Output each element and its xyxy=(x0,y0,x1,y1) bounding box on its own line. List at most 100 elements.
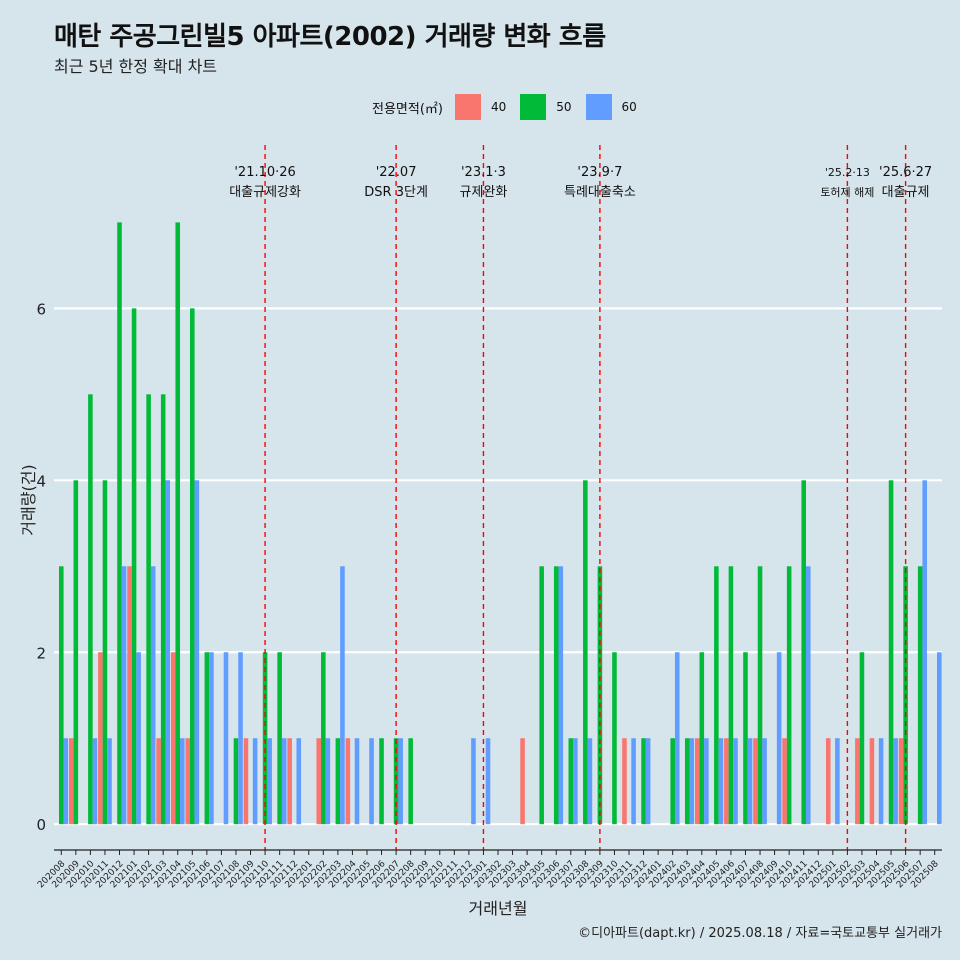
y-tick-label: 4 xyxy=(36,472,46,490)
event-date: '23.9·7 xyxy=(577,165,622,180)
bar-50-202308 xyxy=(583,480,588,825)
bar-60-202103 xyxy=(165,480,171,825)
bar-40-202103 xyxy=(156,738,161,825)
bar-60-202306 xyxy=(558,566,564,825)
event-label: DSR 3단계 xyxy=(364,185,428,200)
bar-50-202405 xyxy=(714,566,719,825)
bar-60-202507 xyxy=(922,480,928,825)
bar-60-202501 xyxy=(835,738,840,825)
bar-40-202105 xyxy=(185,738,191,825)
bar-50-202104 xyxy=(175,222,181,825)
legend-item-60: 60 xyxy=(585,94,637,120)
bar-50-202411 xyxy=(801,480,806,825)
bar-50-202505 xyxy=(888,480,894,825)
bar-60-202402 xyxy=(674,652,680,825)
bar-50-202407 xyxy=(743,652,748,825)
legend-swatch-60 xyxy=(585,94,612,120)
bar-50-202402 xyxy=(670,738,675,825)
bar-60-202411 xyxy=(805,566,811,825)
bar-50-202306 xyxy=(553,566,559,825)
bar-50-202307 xyxy=(568,738,574,825)
bar-40-202109 xyxy=(243,738,249,825)
bar-60-202106 xyxy=(209,652,214,825)
y-tick-label: 2 xyxy=(36,644,46,662)
bar-60-202203 xyxy=(340,566,345,825)
bar-50-202108 xyxy=(233,738,239,825)
bar-50-202408 xyxy=(757,566,763,825)
event-date: '23.1·3 xyxy=(461,165,506,180)
gridlines: 0 2 4 6 xyxy=(36,300,942,834)
bar-40-202311 xyxy=(622,738,627,825)
bar-50-202011 xyxy=(102,480,108,825)
bar-50-202008 xyxy=(58,566,64,825)
bars xyxy=(58,222,942,825)
bar-40-202009 xyxy=(68,738,74,825)
bar-50-202507 xyxy=(917,566,923,825)
bar-40-202503 xyxy=(855,738,860,825)
chart-subtitle: 최근 5년 한정 확대 차트 xyxy=(54,57,218,76)
bar-50-202012 xyxy=(117,222,122,825)
bar-50-202208 xyxy=(408,738,413,825)
bar-60-202102 xyxy=(150,566,156,825)
axes: 2020082020092020102020112020122021012021… xyxy=(36,849,942,890)
legend-title: 전용면적(㎡) xyxy=(372,101,443,117)
bar-60-202504 xyxy=(878,738,884,825)
bar-60-202508 xyxy=(937,652,942,825)
bar-60-202212 xyxy=(471,738,476,825)
bar-60-202010 xyxy=(92,738,98,825)
bar-50-202203 xyxy=(335,738,341,825)
bar-40-202101 xyxy=(127,566,132,825)
bar-60-202307 xyxy=(573,738,578,825)
bar-40-202501 xyxy=(825,738,831,825)
legend-label-60: 60 xyxy=(621,100,637,114)
bar-60-202110 xyxy=(267,738,272,825)
bar-60-202312 xyxy=(645,738,651,825)
bar-60-202505 xyxy=(893,738,898,825)
bar-60-202407 xyxy=(747,738,753,825)
event-label: 대출규제 xyxy=(882,185,930,200)
bar-50-202010 xyxy=(88,394,93,825)
bar-50-202305 xyxy=(539,566,544,825)
bar-40-202506 xyxy=(898,738,904,825)
bar-40-202404 xyxy=(694,738,700,825)
bar-60-202107 xyxy=(223,652,229,825)
bar-40-202408 xyxy=(753,738,758,825)
bar-50-202106 xyxy=(204,652,210,825)
bar-60-202403 xyxy=(689,738,695,825)
bar-50-202101 xyxy=(131,308,137,825)
bar-60-202408 xyxy=(762,738,767,825)
bar-50-202312 xyxy=(641,738,646,825)
bar-60-202301 xyxy=(485,738,491,825)
event-markers: '21.10·26 대출규제강화 '22.07 DSR 3단계 '23.1·3 규제완화 '… xyxy=(229,145,932,850)
bar-50-202403 xyxy=(684,738,690,825)
bar-60-202409 xyxy=(776,652,782,825)
bar-50-202206 xyxy=(379,738,384,825)
bar-40-202202 xyxy=(316,738,322,825)
bar-50-202009 xyxy=(73,480,79,825)
bar-50-202310 xyxy=(612,652,617,825)
bar-60-202105 xyxy=(194,480,200,825)
bar-50-202406 xyxy=(728,566,734,825)
y-axis-label: 거래량(건) xyxy=(19,464,38,535)
bar-50-202202 xyxy=(321,652,326,825)
legend-label-50: 50 xyxy=(556,100,572,114)
bar-40-202104 xyxy=(170,652,176,825)
bar-60-202112 xyxy=(296,738,302,825)
y-tick-label: 0 xyxy=(36,816,46,834)
event-label: 토허제 해제 xyxy=(820,185,874,199)
bar-50-202404 xyxy=(699,652,705,825)
legend-swatch-40 xyxy=(454,94,481,120)
bar-40-202112 xyxy=(287,738,292,825)
bar-50-202410 xyxy=(786,566,792,825)
bar-60-202012 xyxy=(121,566,127,825)
event-date: '25.6·27 xyxy=(879,165,932,180)
bar-50-202102 xyxy=(146,394,151,825)
event-label: 특례대출축소 xyxy=(564,185,636,200)
legend-item-50: 50 xyxy=(520,94,572,120)
bar-40-202204 xyxy=(345,738,351,825)
bar-40-202504 xyxy=(869,738,875,825)
bar-60-202108 xyxy=(238,652,243,825)
legend-swatch-50 xyxy=(520,94,547,120)
bar-60-202202 xyxy=(325,738,331,825)
